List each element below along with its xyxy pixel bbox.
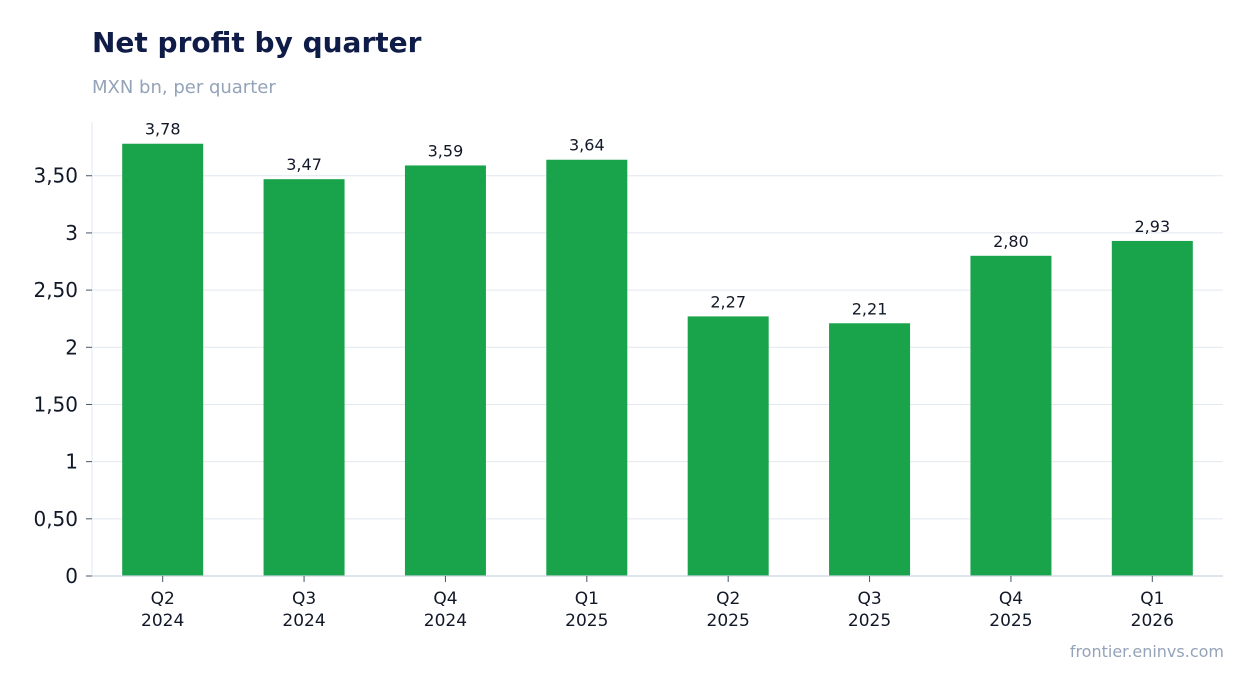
x-tick-label-quarter: Q4 xyxy=(433,589,457,609)
bar xyxy=(829,323,911,576)
bar xyxy=(687,316,769,576)
bar xyxy=(1111,240,1193,576)
x-tick-label-quarter: Q1 xyxy=(1140,589,1164,609)
chart-title: Net profit by quarter xyxy=(92,26,422,59)
bar-value-label: 3,59 xyxy=(428,141,464,160)
bar xyxy=(122,143,204,576)
x-tick-label-year: 2025 xyxy=(989,611,1032,631)
bar xyxy=(404,165,486,576)
bar-value-label: 2,27 xyxy=(710,292,746,311)
y-tick-label: 1 xyxy=(65,450,78,474)
x-tick-label-year: 2024 xyxy=(141,611,184,631)
bar-value-label: 2,21 xyxy=(852,299,888,318)
y-tick-label: 0,50 xyxy=(33,507,78,531)
x-tick-label-quarter: Q3 xyxy=(857,589,881,609)
grid-lines xyxy=(92,175,1223,520)
x-tick-label-quarter: Q3 xyxy=(292,589,316,609)
x-tick-label-year: 2025 xyxy=(707,611,750,631)
y-tick-label: 3 xyxy=(65,221,78,245)
bar-value-label: 2,80 xyxy=(993,232,1029,251)
bar-value-label: 3,47 xyxy=(286,155,322,174)
bar-value-label: 3,64 xyxy=(569,136,605,155)
x-tick-label-quarter: Q1 xyxy=(575,589,599,609)
axes xyxy=(91,122,1223,577)
y-ticks: 0 0,50 1 1,50 2 2,50 3 3,50 xyxy=(33,164,92,588)
bar xyxy=(970,255,1052,576)
bar xyxy=(263,179,345,577)
bar-value-label: 2,93 xyxy=(1135,217,1171,236)
value-labels: 3,78 3,47 3,59 3,64 2,27 2,21 2,80 2,93 xyxy=(145,120,1170,319)
bars xyxy=(122,143,1193,577)
chart-subtitle: MXN bn, per quarter xyxy=(92,77,276,98)
y-tick-label: 2,50 xyxy=(33,278,78,302)
y-tick-label: 3,50 xyxy=(33,164,78,188)
source-attribution: frontier.eninvs.com xyxy=(1069,642,1224,661)
x-tick-label-quarter: Q2 xyxy=(716,589,740,609)
x-ticks: Q22024Q32024Q42024Q12025Q22025Q32025Q420… xyxy=(141,576,1174,631)
x-tick-label-year: 2026 xyxy=(1131,611,1174,631)
x-tick-label-quarter: Q2 xyxy=(151,589,175,609)
bar-value-label: 3,78 xyxy=(145,120,181,139)
x-tick-label-year: 2025 xyxy=(565,611,608,631)
x-tick-label-year: 2024 xyxy=(424,611,467,631)
bar xyxy=(546,159,628,576)
y-tick-label: 2 xyxy=(65,335,78,359)
x-tick-label-quarter: Q4 xyxy=(999,589,1023,609)
x-tick-label-year: 2025 xyxy=(848,611,891,631)
y-tick-label: 1,50 xyxy=(33,392,78,416)
x-tick-label-year: 2024 xyxy=(282,611,325,631)
y-tick-label: 0 xyxy=(65,564,78,588)
